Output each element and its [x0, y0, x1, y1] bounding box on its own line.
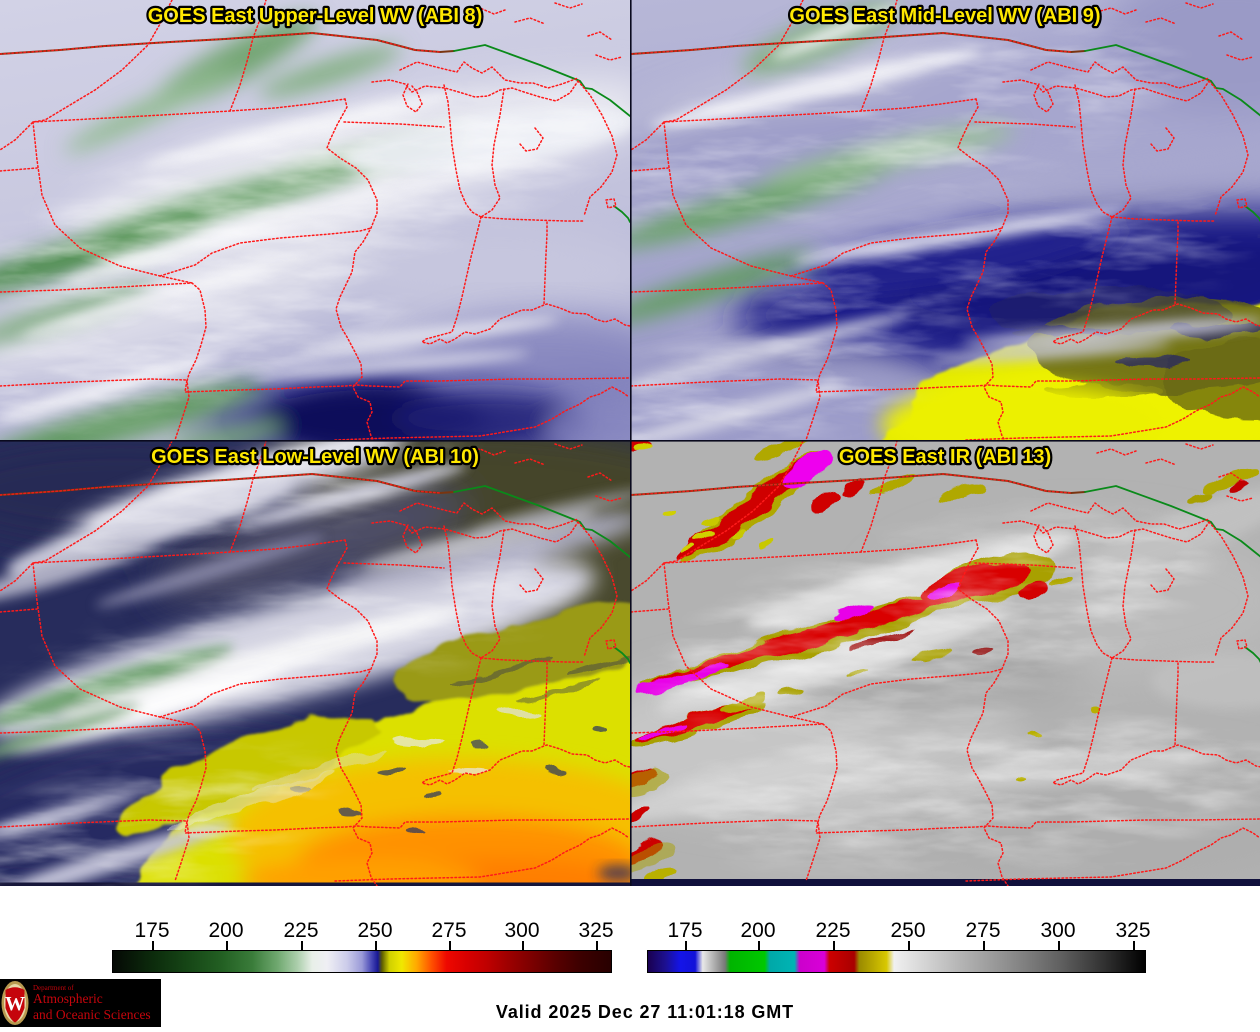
svg-text:Atmospheric: Atmospheric	[33, 991, 103, 1006]
svg-text:GOES East Mid-Level WV (ABI 9): GOES East Mid-Level WV (ABI 9)	[789, 5, 1100, 27]
svg-text:GOES East IR (ABI 13): GOES East IR (ABI 13)	[839, 446, 1051, 468]
svg-text:Department of: Department of	[33, 984, 74, 992]
svg-text:GOES East Low-Level WV (ABI 10: GOES East Low-Level WV (ABI 10)	[151, 446, 479, 468]
svg-text:W: W	[5, 993, 25, 1015]
svg-text:GOES East Upper-Level WV (ABI: GOES East Upper-Level WV (ABI 8)	[148, 5, 483, 27]
svg-text:and Oceanic Sciences: and Oceanic Sciences	[33, 1007, 151, 1022]
